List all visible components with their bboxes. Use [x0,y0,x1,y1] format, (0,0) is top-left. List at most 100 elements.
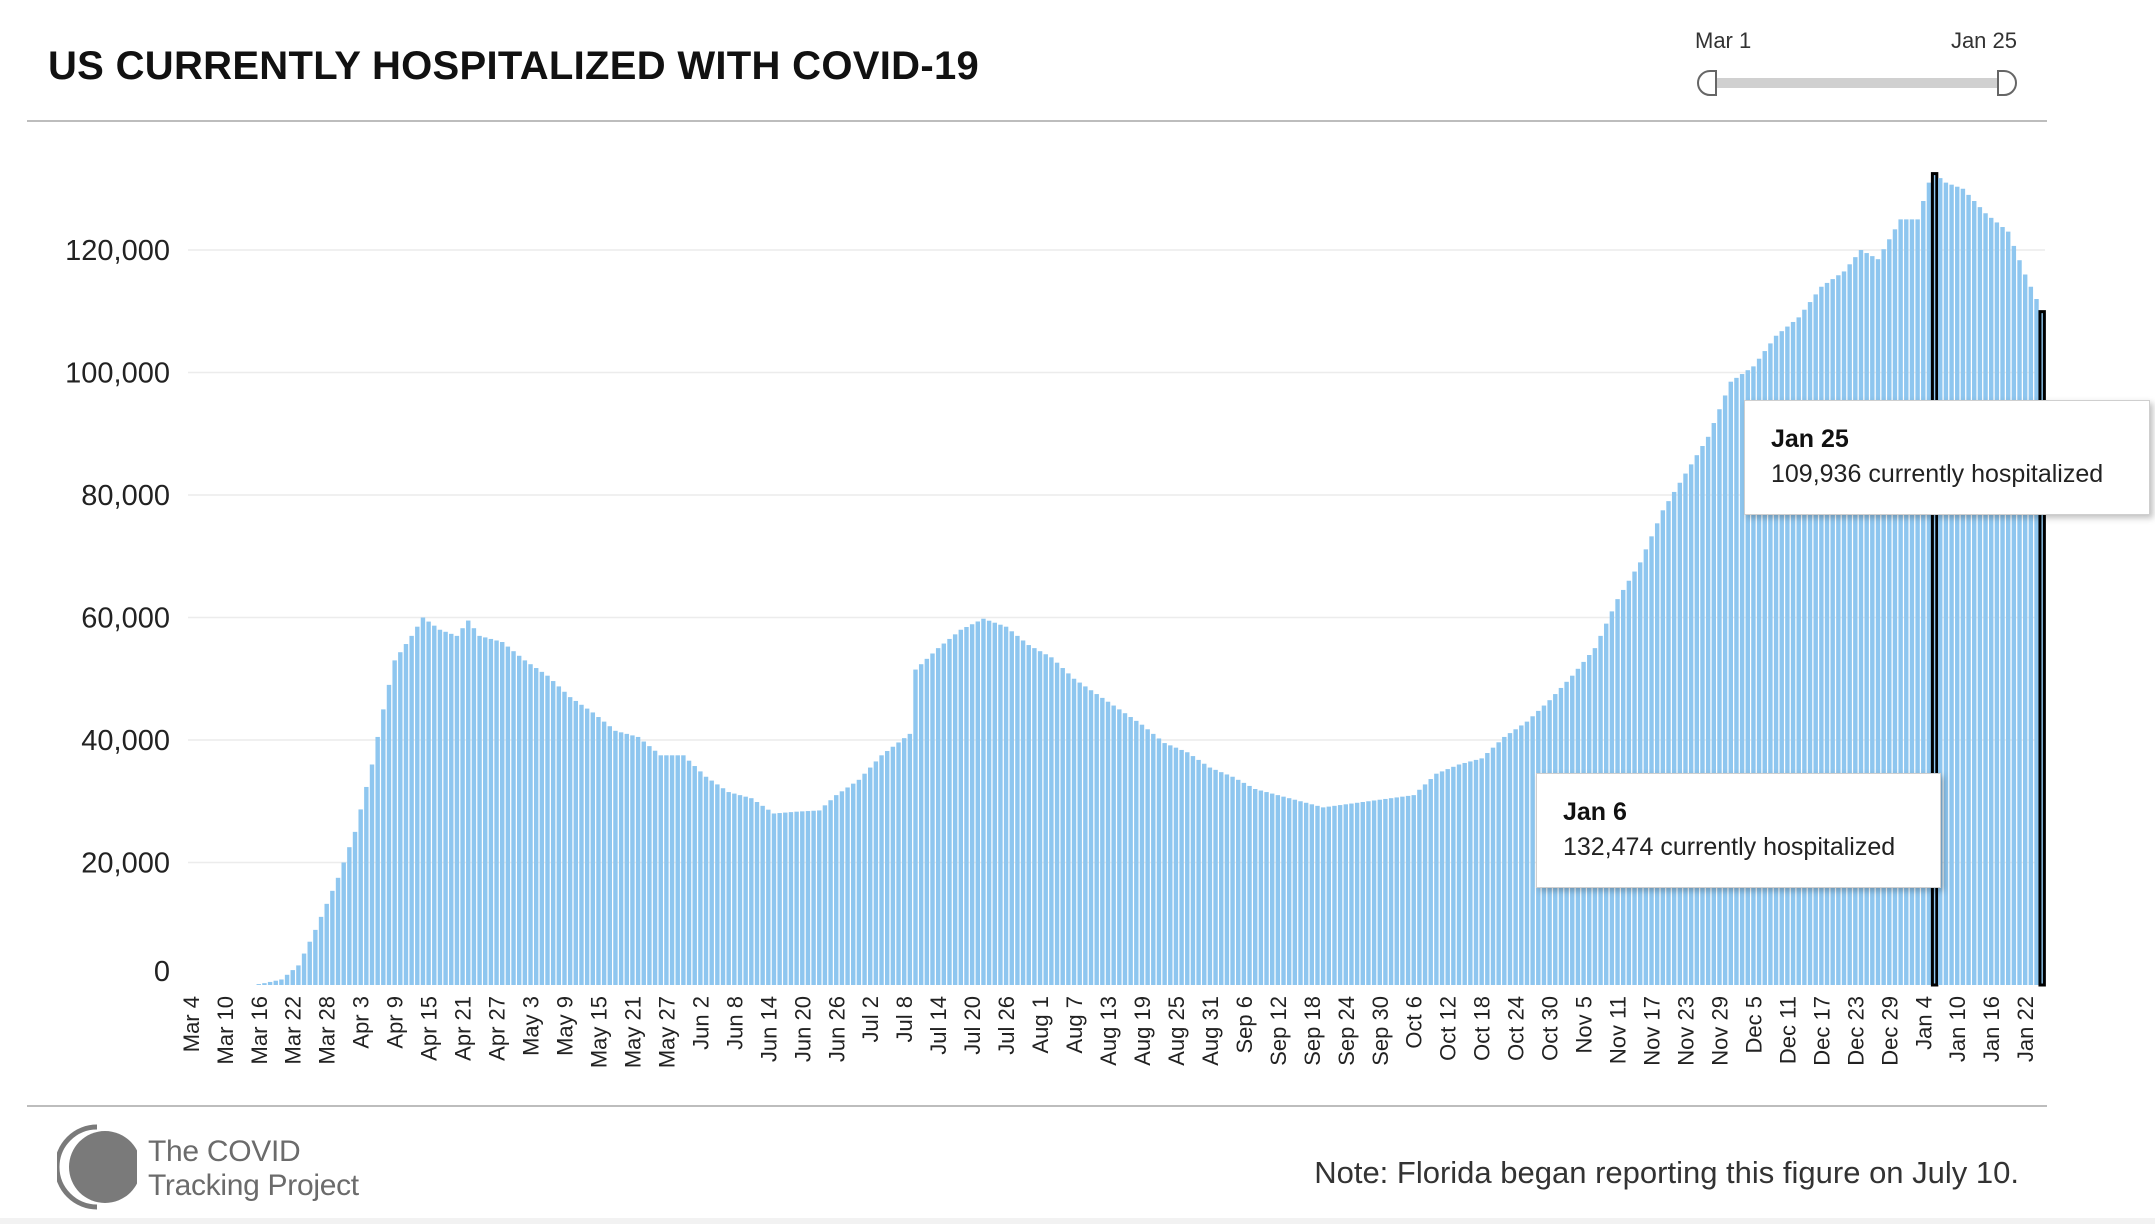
bar[interactable] [2005,231,2011,985]
bar[interactable] [856,779,862,985]
bar[interactable] [760,805,765,985]
bar[interactable] [652,750,658,985]
bar[interactable] [290,970,295,985]
bar[interactable] [1858,250,1864,985]
bar[interactable] [975,621,980,985]
bar[interactable] [703,776,709,985]
bar[interactable] [630,735,635,985]
bar[interactable] [675,755,680,985]
bar[interactable] [364,786,369,985]
bar[interactable] [1077,682,1082,985]
bar[interactable] [443,631,448,985]
bar[interactable] [1224,774,1230,985]
bar[interactable] [1813,294,1818,985]
bar[interactable] [777,813,782,985]
bar[interactable] [307,941,312,985]
bar[interactable] [584,708,590,985]
bar[interactable] [1502,736,1507,985]
bar[interactable] [743,796,748,985]
bar[interactable] [1185,752,1190,985]
bar[interactable] [1247,785,1252,985]
bar[interactable] [1083,686,1088,985]
bar[interactable] [686,760,692,985]
bar[interactable] [284,974,290,985]
bar[interactable] [1202,763,1207,985]
bar[interactable] [1400,796,1405,985]
bar[interactable] [1275,795,1281,985]
bar[interactable] [624,733,629,985]
bar[interactable] [868,767,873,985]
bar[interactable] [1904,219,1909,985]
bar[interactable] [2022,274,2028,986]
bar[interactable] [766,809,771,985]
bar[interactable] [1417,789,1422,985]
bar[interactable] [981,618,986,985]
bar[interactable] [579,704,584,985]
bar[interactable] [426,621,431,985]
bar[interactable] [1807,302,1813,985]
bar[interactable] [1666,501,1671,985]
bar[interactable] [318,916,324,985]
bar[interactable] [613,730,618,985]
bar[interactable] [1366,801,1371,985]
bar[interactable] [1094,694,1099,985]
bar[interactable] [1507,733,1513,985]
bar[interactable] [635,736,641,985]
bar[interactable] [262,983,267,985]
bar[interactable] [658,755,663,985]
bar[interactable] [1264,792,1269,985]
bar[interactable] [692,766,697,985]
bar[interactable] [1111,705,1116,985]
bar[interactable] [415,626,420,985]
bar[interactable] [488,638,494,985]
bar[interactable] [1236,779,1241,985]
bar[interactable] [800,811,805,985]
bar[interactable] [403,644,409,985]
bar[interactable] [1139,724,1145,985]
bar[interactable] [500,642,505,985]
bar[interactable] [1320,807,1326,985]
bar[interactable] [505,646,511,985]
bar[interactable] [1683,473,1688,985]
bar[interactable] [2028,286,2034,985]
bar[interactable] [1751,366,1756,985]
bar[interactable] [1490,747,1496,985]
bar[interactable] [1009,631,1014,985]
bar[interactable] [698,771,703,985]
bar[interactable] [947,638,952,985]
bar[interactable] [596,717,601,985]
bar[interactable] [1773,335,1779,985]
bar[interactable] [545,675,550,985]
slider-track[interactable] [1709,78,2005,88]
bar[interactable] [454,635,460,985]
bar[interactable] [1875,259,1881,985]
bar[interactable] [1122,713,1128,985]
bar[interactable] [964,626,969,985]
bar[interactable] [420,617,426,986]
bar[interactable] [296,965,301,985]
bar[interactable] [839,791,845,985]
bar[interactable] [1060,668,1065,985]
bar[interactable] [1286,798,1292,985]
bar[interactable] [681,755,686,985]
bar[interactable] [896,742,901,985]
bar[interactable] [1694,455,1700,985]
bar[interactable] [432,625,437,985]
bar[interactable] [1134,720,1139,985]
bar[interactable] [873,761,879,985]
bar[interactable] [754,802,760,985]
bar[interactable] [1383,798,1388,985]
bar[interactable] [1972,201,1977,985]
bar[interactable] [1377,799,1382,985]
bar[interactable] [2034,299,2039,985]
bar[interactable] [1496,742,1501,985]
bar[interactable] [1315,805,1320,985]
bar[interactable] [1071,678,1077,985]
bar[interactable] [1739,374,1745,985]
bar[interactable] [1779,331,1784,985]
bar[interactable] [1841,271,1847,985]
bar[interactable] [449,633,454,985]
bar[interactable] [1303,802,1309,985]
bar[interactable] [1015,635,1020,985]
bar[interactable] [834,795,839,985]
